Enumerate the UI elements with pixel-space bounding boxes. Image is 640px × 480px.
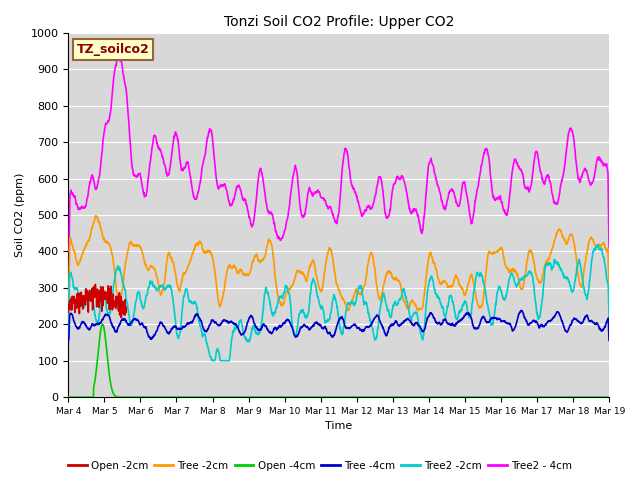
Title: Tonzi Soil CO2 Profile: Upper CO2: Tonzi Soil CO2 Profile: Upper CO2 [223, 15, 454, 29]
Y-axis label: Soil CO2 (ppm): Soil CO2 (ppm) [15, 173, 25, 257]
Legend: Open -2cm, Tree -2cm, Open -4cm, Tree -4cm, Tree2 -2cm, Tree2 - 4cm: Open -2cm, Tree -2cm, Open -4cm, Tree -4… [63, 456, 577, 475]
X-axis label: Time: Time [325, 421, 353, 432]
Text: TZ_soilco2: TZ_soilco2 [76, 43, 149, 56]
